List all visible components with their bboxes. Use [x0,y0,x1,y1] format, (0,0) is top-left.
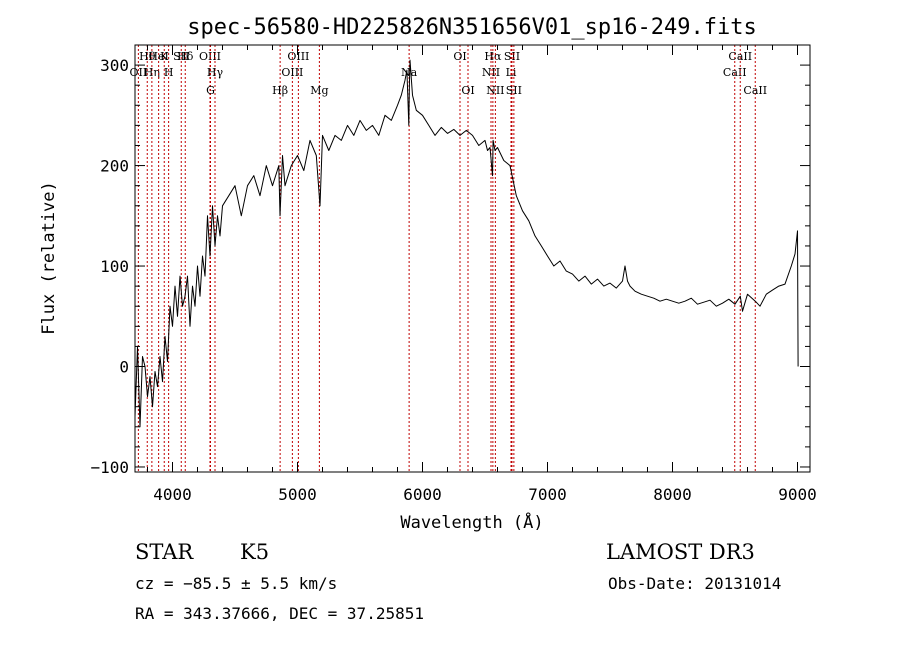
line-label-19: Hα [484,50,502,63]
line-label-14: Mg [310,84,328,97]
y-axis: −100 0 100 200 300 [90,56,810,477]
survey-name: LAMOST DR3 [606,540,755,564]
object-class: STAR [135,540,194,564]
y-tick-label-1: 0 [119,358,129,377]
line-label-16: OI [453,50,466,63]
line-label-9: G [206,84,215,97]
y-axis-label: Flux (relative) [39,181,59,335]
line-label-22: SII [504,50,520,63]
x-tick-label-1: 5000 [278,485,317,504]
line-label-20: NII [486,84,504,97]
line-label-7: Hδ [177,50,194,63]
line-label-13: OIII [287,50,309,63]
line-label-8: OIII [199,50,221,63]
plot-frame [134,44,811,473]
x-axis: 4000 5000 6000 7000 8000 9000 [147,45,817,504]
y-tick-label-3: 200 [100,157,129,176]
y-tick-label-0: −100 [90,458,129,477]
x-axis-label: Wavelength (Å) [400,511,543,533]
object-subclass: K5 [240,540,269,564]
line-label-4: K [160,50,169,63]
line-label-26: CaII [743,84,767,97]
redshift-readout: cz = −85.5 ± 5.5 km/s [135,574,337,593]
line-label-0: OII [130,66,148,79]
chart-title: spec-56580-HD225826N351656V01_sp16-249.f… [187,15,757,40]
line-label-23: SII [506,84,522,97]
line-label-3: HeI [148,50,168,63]
coordinates-readout: RA = 343.37666, DEC = 37.25851 [135,604,424,623]
line-label-11: Hβ [272,84,288,97]
line-label-10: Hγ [207,66,224,79]
line-label-12: OIII [281,66,303,79]
line-label-21: Li [506,66,517,79]
x-tick-label-5: 9000 [778,485,817,504]
x-tick-label-0: 4000 [153,485,192,504]
line-label-5: H [164,66,174,79]
line-label-25: CaII [728,50,752,63]
y-tick-label-2: 100 [100,257,129,276]
spectrum-series [134,59,799,428]
y-tick-label-4: 300 [100,56,129,75]
line-label-2: Hη [144,66,160,79]
line-label-24: CaII [723,66,747,79]
x-tick-label-3: 7000 [528,485,567,504]
line-label-18: NII [482,66,500,79]
line-label-17: OI [461,84,474,97]
x-tick-label-2: 6000 [403,485,442,504]
x-tick-label-4: 8000 [653,485,692,504]
spectrum-line-0 [134,59,799,428]
observation-date: Obs-Date: 20131014 [608,574,781,593]
